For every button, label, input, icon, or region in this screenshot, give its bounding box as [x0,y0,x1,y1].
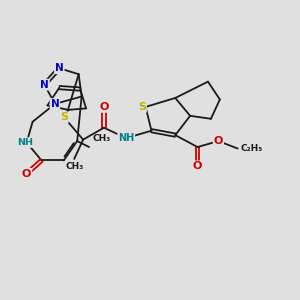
Text: NH: NH [17,138,33,147]
Text: CH₃: CH₃ [92,134,110,142]
Text: S: S [60,112,68,122]
Text: O: O [193,161,202,171]
Text: NH: NH [118,133,134,143]
Text: O: O [22,169,31,179]
Text: N: N [40,80,49,90]
Text: CH₃: CH₃ [65,163,83,172]
Text: O: O [99,102,109,112]
Text: N: N [55,63,64,73]
Text: O: O [214,136,223,146]
Text: C₂H₅: C₂H₅ [240,144,262,153]
Text: S: S [138,102,146,112]
Text: N: N [50,99,59,109]
